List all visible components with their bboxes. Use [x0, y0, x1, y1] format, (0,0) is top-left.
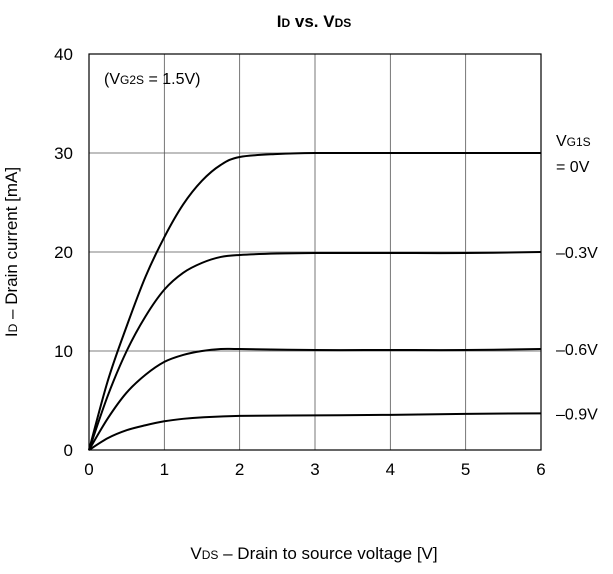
y-tick-label: 30 — [54, 144, 73, 163]
series-line-0 — [88, 151, 541, 451]
x-tick-label: 3 — [310, 460, 319, 479]
x-axis-label: VDS – Drain to source voltage [V] — [190, 544, 437, 563]
vg1s-header: VG1S — [556, 133, 591, 150]
x-tick-label: 2 — [235, 460, 244, 479]
x-tick-label: 0 — [84, 460, 93, 479]
x-tick-label: 5 — [461, 460, 470, 479]
series-label-1: –0.3V — [556, 245, 598, 262]
series-label-0: = 0V — [556, 159, 590, 176]
x-tick-label: 4 — [386, 460, 395, 479]
tick-labels: 0 1 2 3 4 5 6 0 10 20 30 40 — [54, 45, 546, 479]
x-tick-label: 6 — [536, 460, 545, 479]
series-label-3: –0.9V — [556, 406, 598, 423]
y-tick-label: 20 — [54, 243, 73, 262]
series-label-2: –0.6V — [556, 342, 598, 359]
y-tick-label: 10 — [54, 342, 73, 361]
y-tick-label: 0 — [64, 441, 73, 460]
chart-title: ID vs. VDS — [277, 12, 352, 31]
series-lines — [88, 151, 542, 451]
y-tick-label: 40 — [54, 45, 73, 64]
series-line-1 — [88, 251, 542, 451]
series-labels: = 0V –0.3V –0.6V –0.9V — [556, 159, 598, 423]
vg2s-annotation: (VG2S = 1.5V) — [104, 71, 201, 88]
series-line-3 — [88, 412, 542, 451]
x-tick-label: 1 — [160, 460, 169, 479]
y-axis-label: ID – Drain current [mA] — [2, 167, 21, 337]
series-line-2 — [88, 347, 542, 451]
